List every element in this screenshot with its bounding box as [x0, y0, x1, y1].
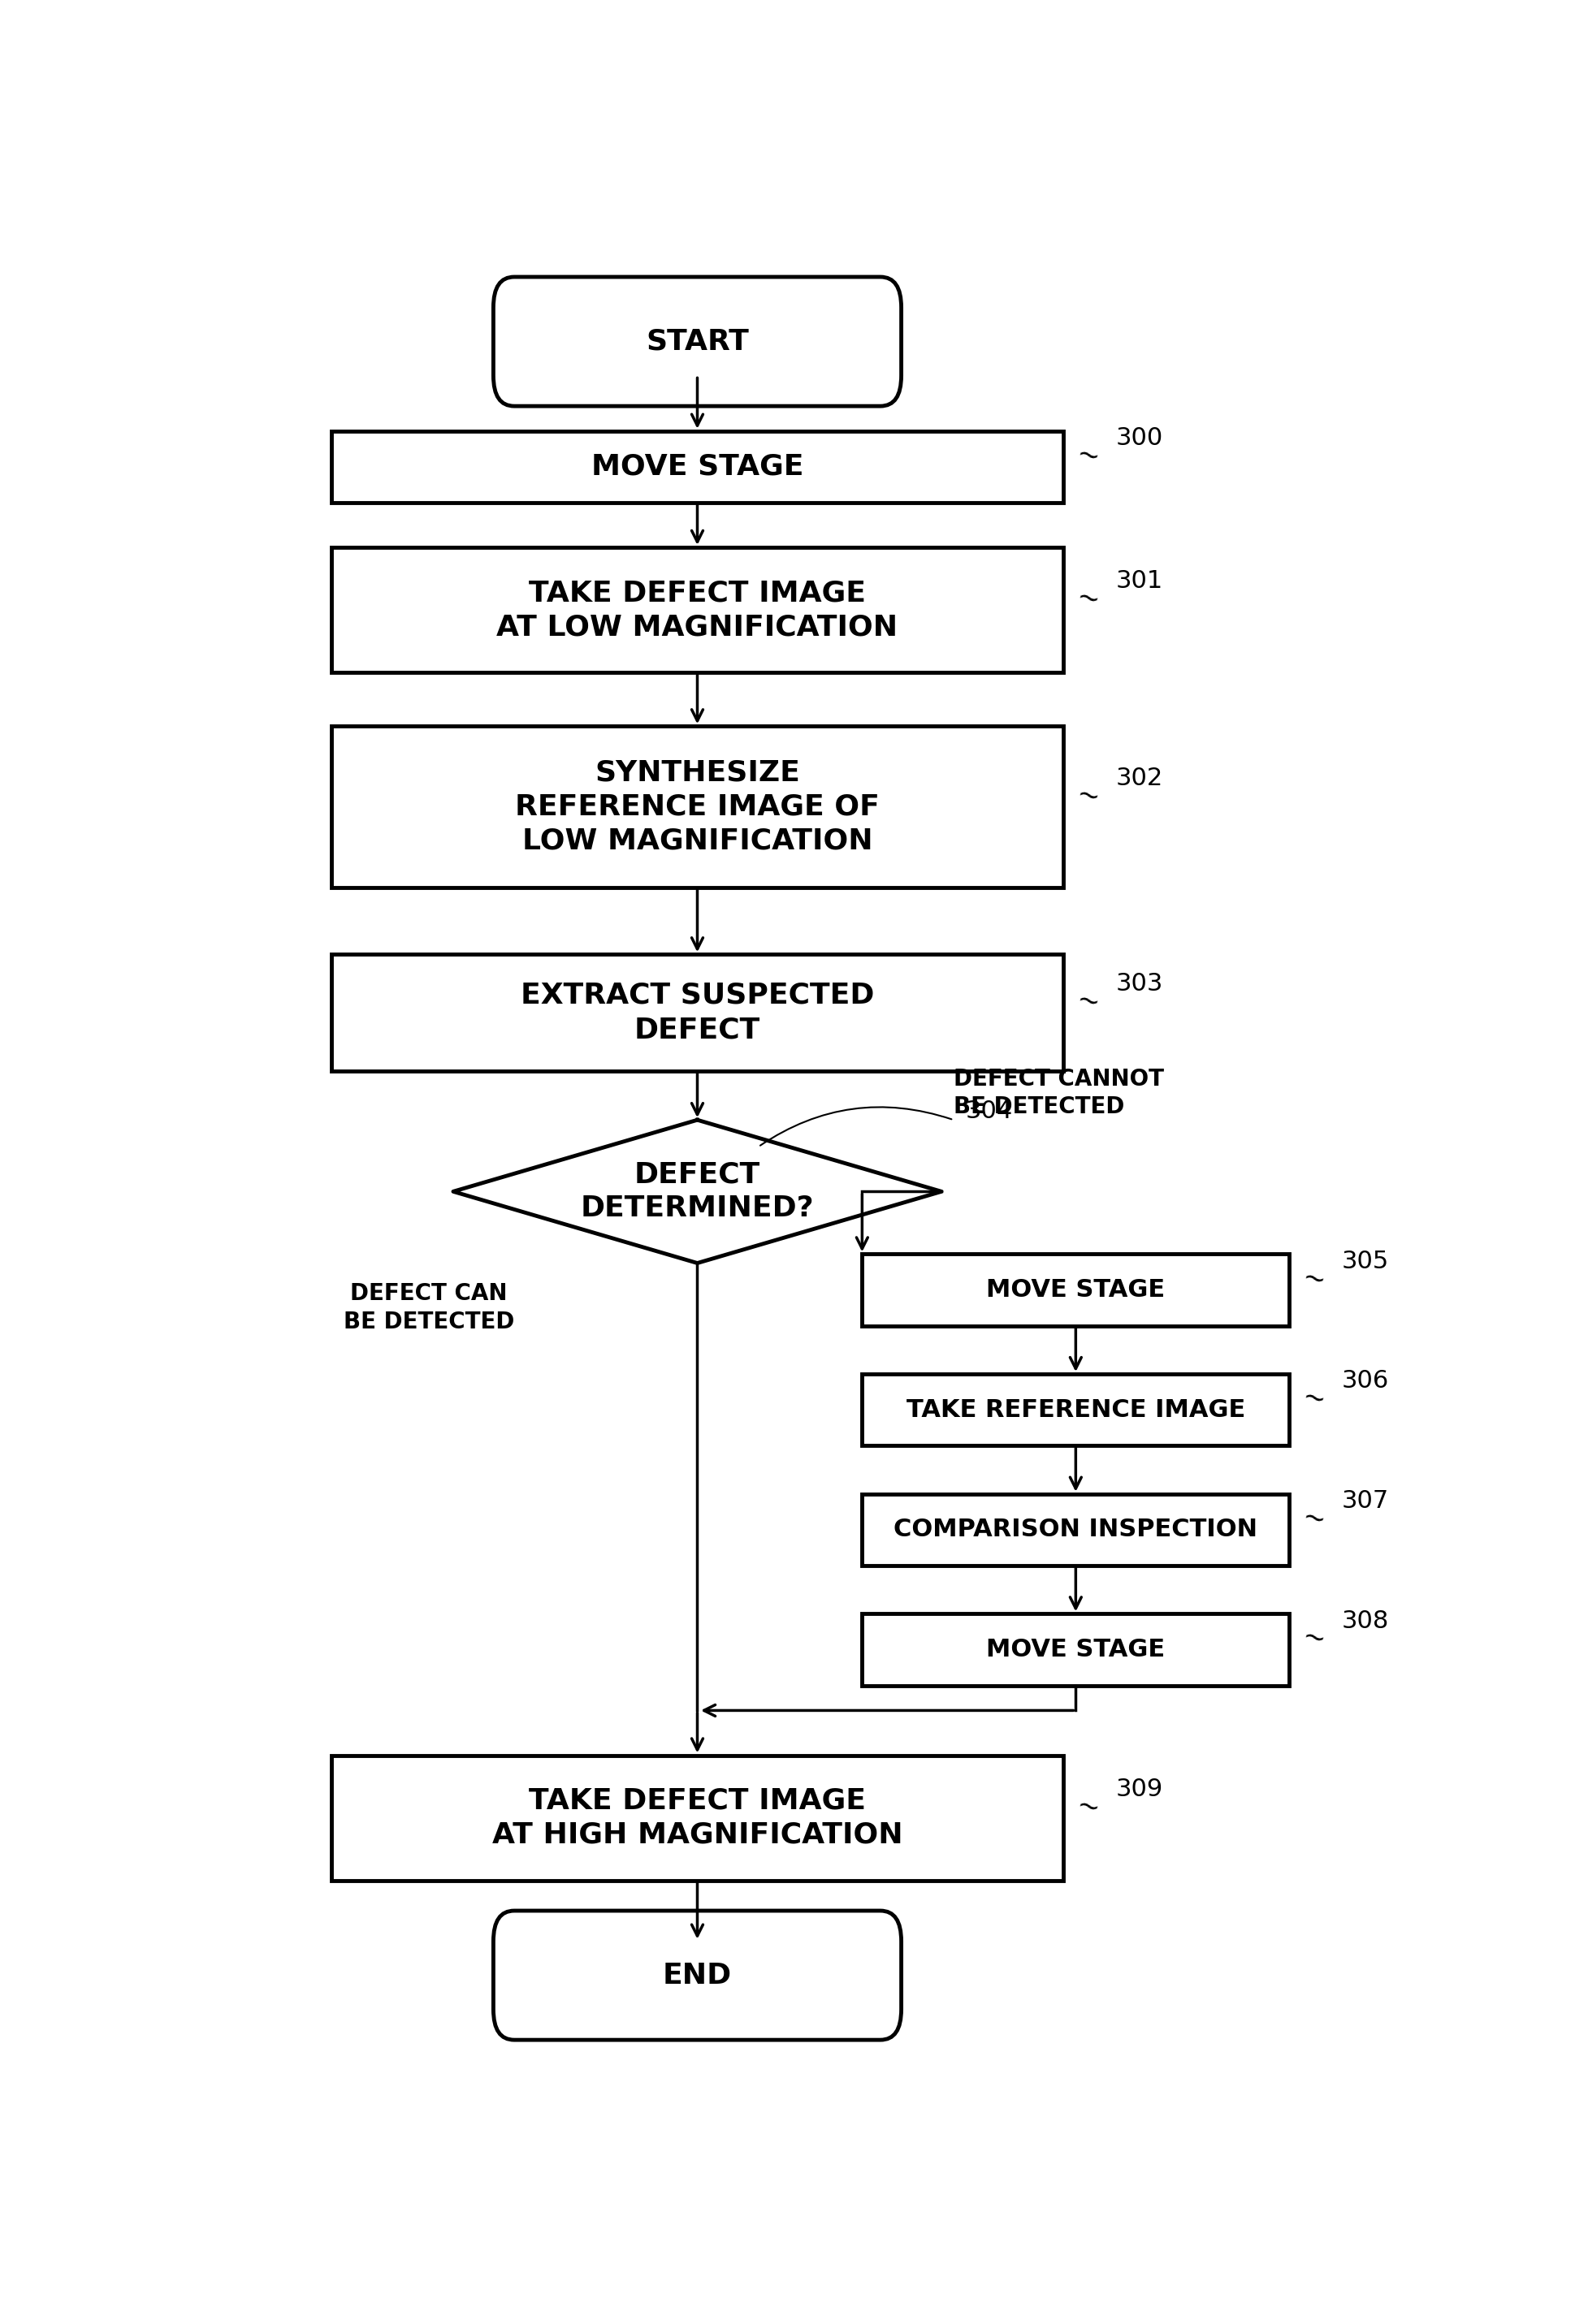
- Text: 309: 309: [1117, 1778, 1164, 1801]
- Bar: [862, 1613, 1290, 1685]
- Text: MOVE STAGE: MOVE STAGE: [986, 1278, 1166, 1301]
- Text: DEFECT
DETERMINED?: DEFECT DETERMINED?: [581, 1160, 814, 1222]
- Text: ∼: ∼: [1299, 1264, 1328, 1294]
- Text: ∼: ∼: [1073, 1792, 1102, 1822]
- Text: ∼: ∼: [1299, 1383, 1328, 1415]
- Bar: [862, 1373, 1290, 1446]
- Text: 303: 303: [1117, 971, 1164, 995]
- Text: EXTRACT SUSPECTED
DEFECT: EXTRACT SUSPECTED DEFECT: [520, 981, 874, 1043]
- Text: 308: 308: [1342, 1608, 1389, 1634]
- FancyBboxPatch shape: [493, 1910, 901, 2040]
- Text: DEFECT CAN
BE DETECTED: DEFECT CAN BE DETECTED: [343, 1283, 513, 1334]
- Bar: [331, 1755, 1063, 1880]
- Text: ∼: ∼: [1073, 583, 1102, 616]
- Text: ∼: ∼: [1073, 439, 1102, 472]
- Text: END: END: [663, 1961, 732, 1989]
- Text: ∼: ∼: [1073, 985, 1102, 1018]
- Text: 306: 306: [1342, 1369, 1389, 1392]
- Bar: [862, 1494, 1290, 1566]
- Bar: [862, 1255, 1290, 1325]
- Text: ∼: ∼: [1299, 1504, 1328, 1534]
- Text: SYNTHESIZE
REFERENCE IMAGE OF
LOW MAGNIFICATION: SYNTHESIZE REFERENCE IMAGE OF LOW MAGNIF…: [515, 760, 879, 855]
- Text: 300: 300: [1117, 425, 1164, 451]
- Text: TAKE DEFECT IMAGE
AT LOW MAGNIFICATION: TAKE DEFECT IMAGE AT LOW MAGNIFICATION: [496, 579, 898, 641]
- Text: START: START: [646, 328, 748, 356]
- Text: ∼: ∼: [1299, 1622, 1328, 1655]
- Text: 304: 304: [965, 1099, 1013, 1122]
- Text: ∼: ∼: [1073, 781, 1102, 811]
- Text: MOVE STAGE: MOVE STAGE: [986, 1638, 1166, 1662]
- Text: MOVE STAGE: MOVE STAGE: [591, 453, 803, 481]
- Bar: [331, 548, 1063, 672]
- Bar: [331, 727, 1063, 888]
- Text: DEFECT CANNOT
BE DETECTED: DEFECT CANNOT BE DETECTED: [954, 1067, 1164, 1118]
- Text: 302: 302: [1117, 767, 1164, 790]
- Text: 301: 301: [1117, 569, 1164, 593]
- Text: COMPARISON INSPECTION: COMPARISON INSPECTION: [893, 1518, 1258, 1541]
- Text: TAKE DEFECT IMAGE
AT HIGH MAGNIFICATION: TAKE DEFECT IMAGE AT HIGH MAGNIFICATION: [491, 1787, 902, 1848]
- FancyBboxPatch shape: [493, 277, 901, 407]
- Text: 307: 307: [1342, 1490, 1389, 1513]
- Bar: [331, 955, 1063, 1071]
- Text: TAKE REFERENCE IMAGE: TAKE REFERENCE IMAGE: [906, 1399, 1246, 1422]
- Bar: [331, 430, 1063, 502]
- Polygon shape: [454, 1120, 942, 1264]
- Text: 305: 305: [1342, 1250, 1389, 1274]
